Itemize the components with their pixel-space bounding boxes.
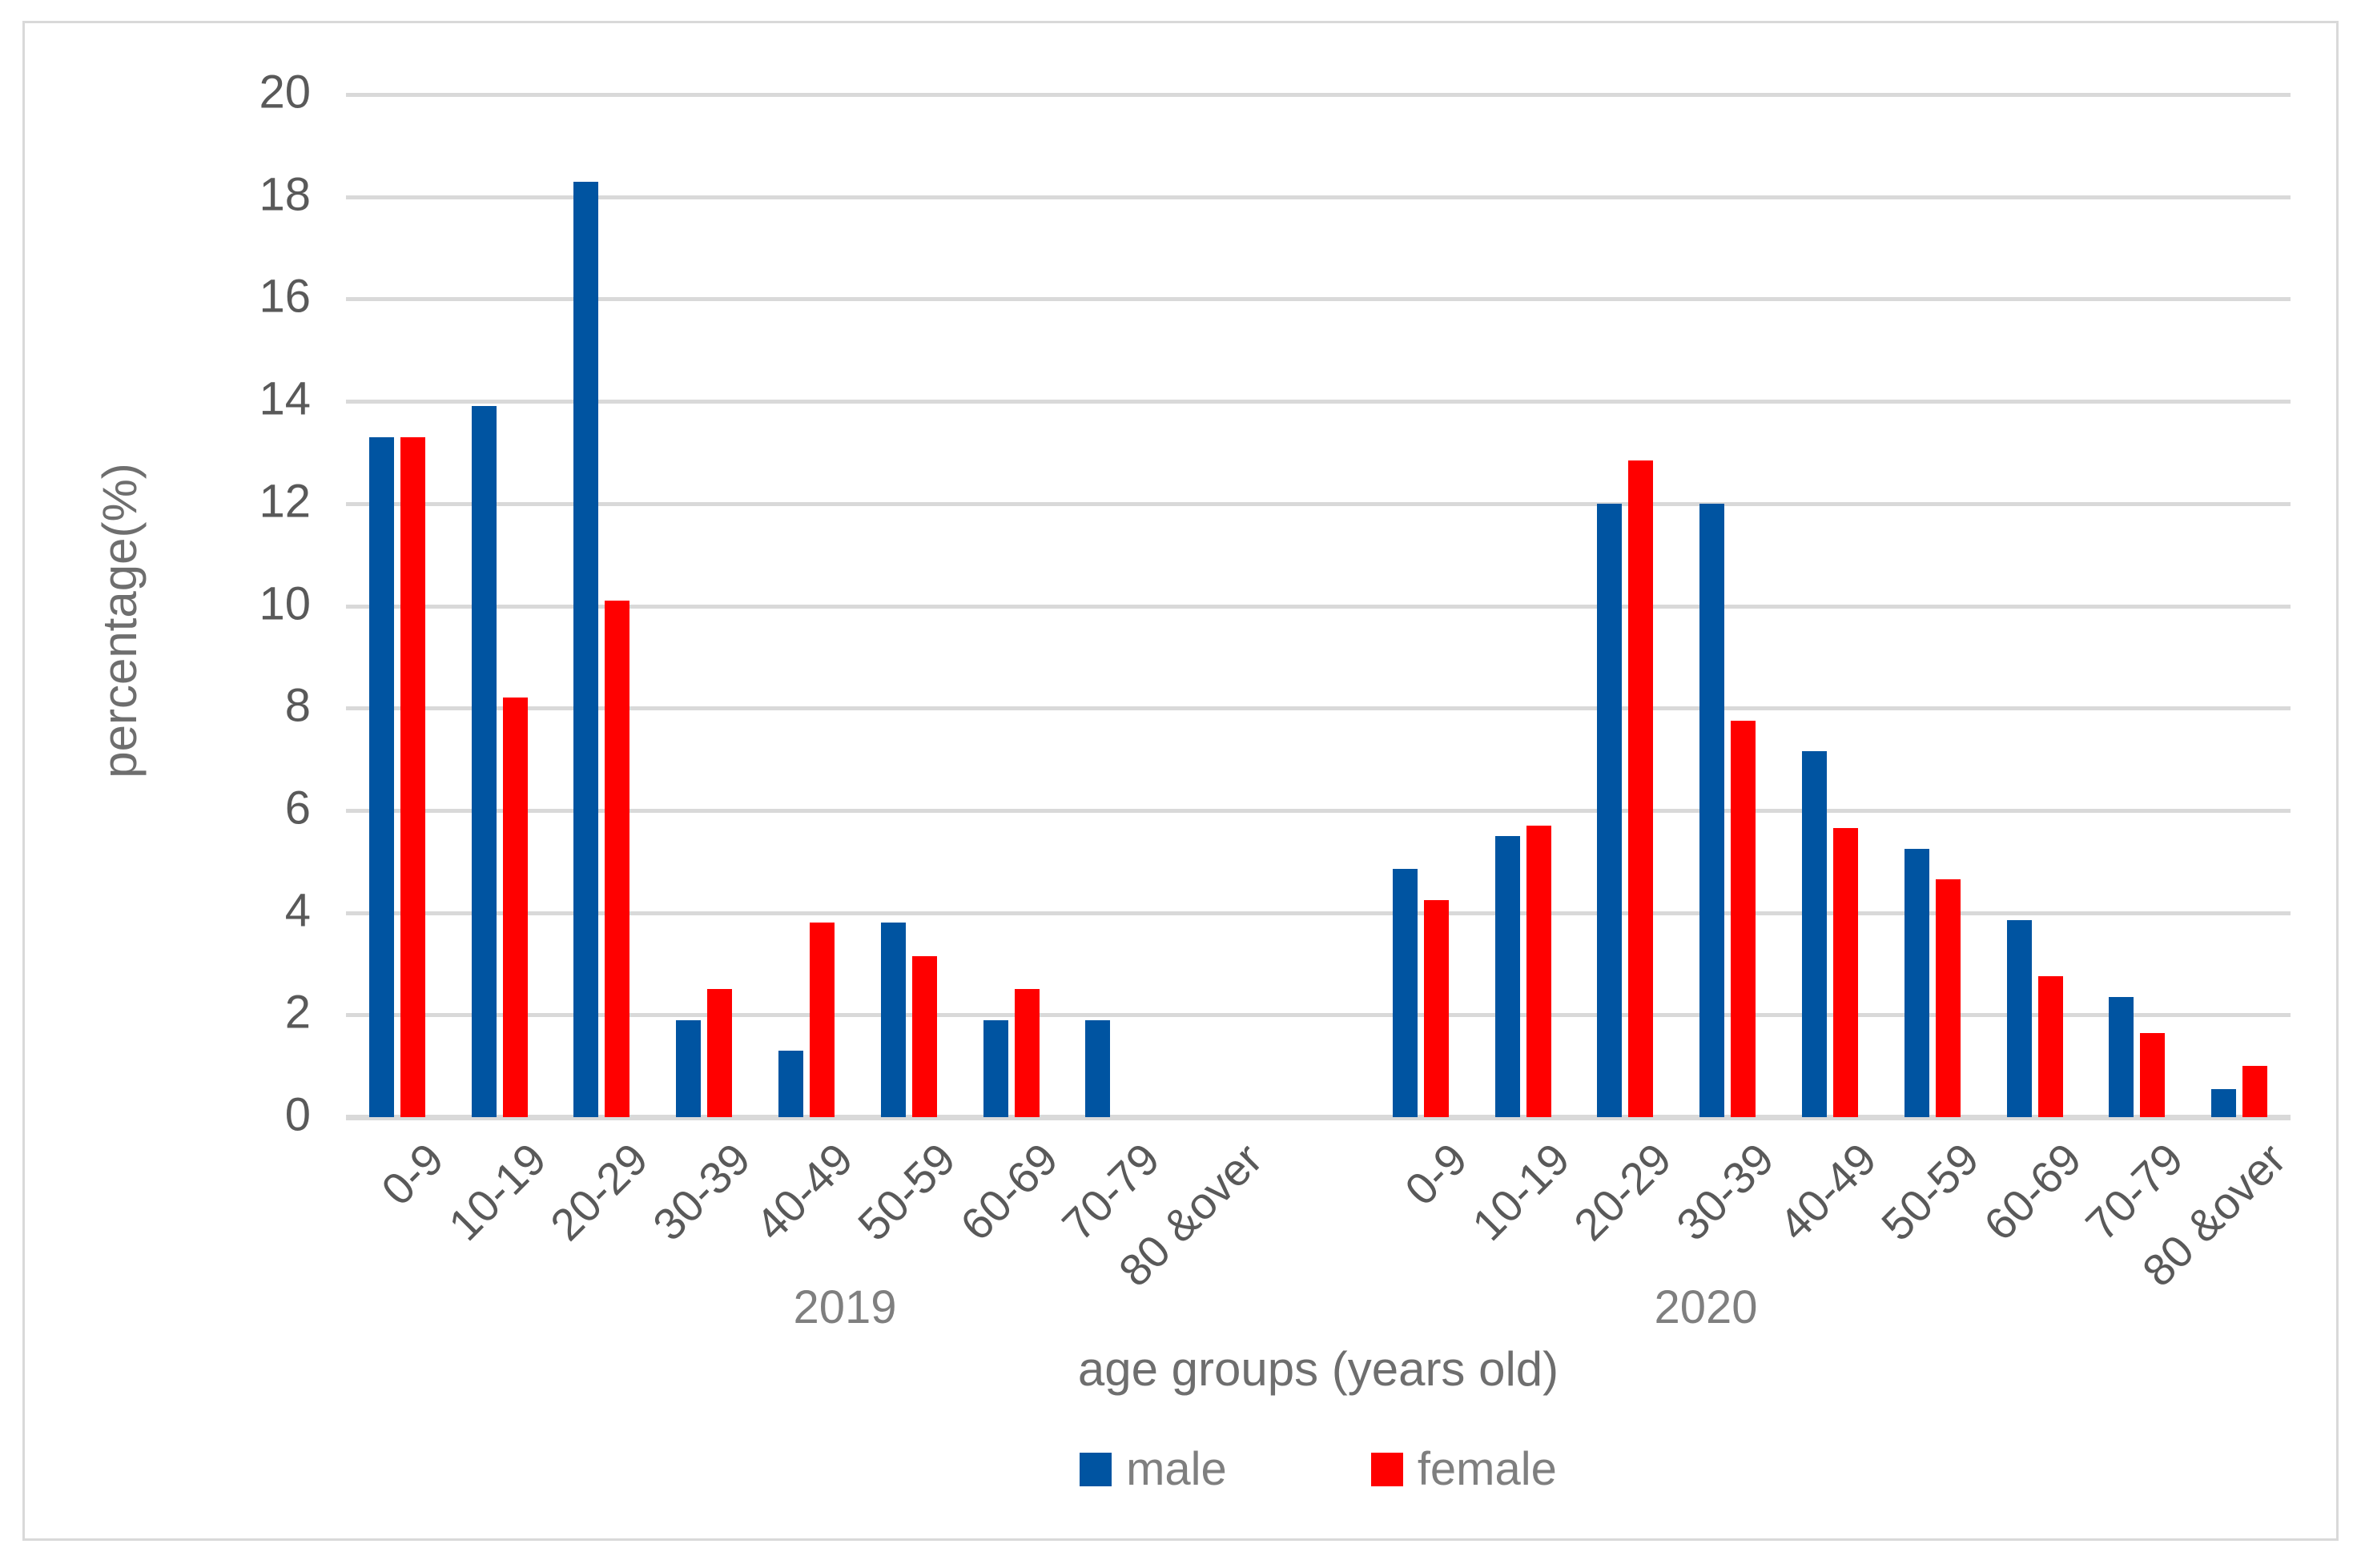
bar-female	[1832, 828, 1858, 1117]
bar-male	[471, 406, 497, 1117]
bar-male	[368, 436, 394, 1117]
bar-female	[1731, 721, 1756, 1117]
bar-female	[1935, 879, 1961, 1117]
bar-female	[2242, 1066, 2268, 1117]
bar-female	[502, 698, 528, 1117]
y-tick-label: 20	[259, 66, 311, 119]
y-tick-label: 4	[284, 884, 311, 937]
bar-male	[1699, 503, 1725, 1117]
figure-border	[22, 21, 2339, 1541]
gridline	[346, 706, 2291, 711]
bar-male	[880, 923, 906, 1117]
y-tick-label: 10	[259, 577, 311, 630]
bar-female	[605, 601, 630, 1117]
legend: male female	[346, 1446, 2291, 1493]
gridline	[346, 808, 2291, 813]
bar-male	[778, 1050, 804, 1117]
legend-label-male: male	[1126, 1443, 1227, 1495]
bar-female	[1423, 899, 1449, 1117]
x-axis-line	[346, 1115, 2291, 1120]
male-color-swatch	[1080, 1453, 1112, 1486]
bar-male	[1801, 751, 1827, 1117]
y-tick-label: 14	[259, 372, 311, 425]
bar-female	[707, 989, 733, 1117]
bar-male	[1904, 848, 1929, 1117]
bar-female	[2037, 976, 2063, 1117]
gridline	[346, 911, 2291, 915]
y-tick-label: 18	[259, 168, 311, 221]
y-tick-label: 16	[259, 271, 311, 324]
gridline	[346, 93, 2291, 97]
bar-male	[1085, 1019, 1111, 1117]
bar-female	[400, 436, 425, 1117]
gridline	[346, 195, 2291, 199]
bar-male	[983, 1019, 1008, 1117]
x-axis-title: age groups (years old)	[1077, 1342, 1559, 1396]
y-tick-label: 8	[284, 679, 311, 732]
bar-female	[1526, 826, 1551, 1117]
legend-label-female: female	[1417, 1443, 1557, 1495]
gridline	[346, 1013, 2291, 1018]
x-group-label: 2020	[1654, 1281, 1758, 1333]
bar-female	[2140, 1032, 2166, 1117]
y-tick-label: 12	[259, 475, 311, 528]
bar-male	[1597, 503, 1623, 1117]
bar-female	[911, 955, 937, 1117]
y-tick-label: 0	[284, 1088, 311, 1141]
bar-male	[676, 1019, 702, 1117]
gridline	[346, 400, 2291, 404]
bar-female	[1014, 989, 1040, 1117]
gridline	[346, 501, 2291, 506]
bar-male	[1494, 835, 1520, 1117]
gridline	[346, 604, 2291, 609]
female-color-swatch	[1370, 1453, 1403, 1486]
y-tick-label: 2	[284, 986, 311, 1039]
bar-male	[2109, 996, 2134, 1117]
bar-male	[573, 181, 599, 1117]
gridline	[346, 297, 2291, 302]
bar-female	[810, 923, 835, 1117]
x-group-label: 2019	[793, 1281, 897, 1333]
legend-item-female: female	[1370, 1443, 1557, 1495]
bar-male	[1392, 869, 1418, 1117]
y-tick-label: 6	[284, 782, 311, 834]
bar-male	[2006, 920, 2032, 1117]
bar-male	[2211, 1088, 2237, 1117]
bar-female	[1628, 460, 1654, 1117]
legend-item-male: male	[1080, 1446, 1227, 1493]
y-axis-title: percentage(%)	[93, 463, 147, 778]
